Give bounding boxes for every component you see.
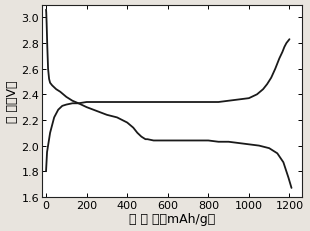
Y-axis label: 电 压（V）: 电 压（V） [6,80,19,122]
X-axis label: 比 容 量（mAh/g）: 比 容 量（mAh/g） [129,213,215,225]
